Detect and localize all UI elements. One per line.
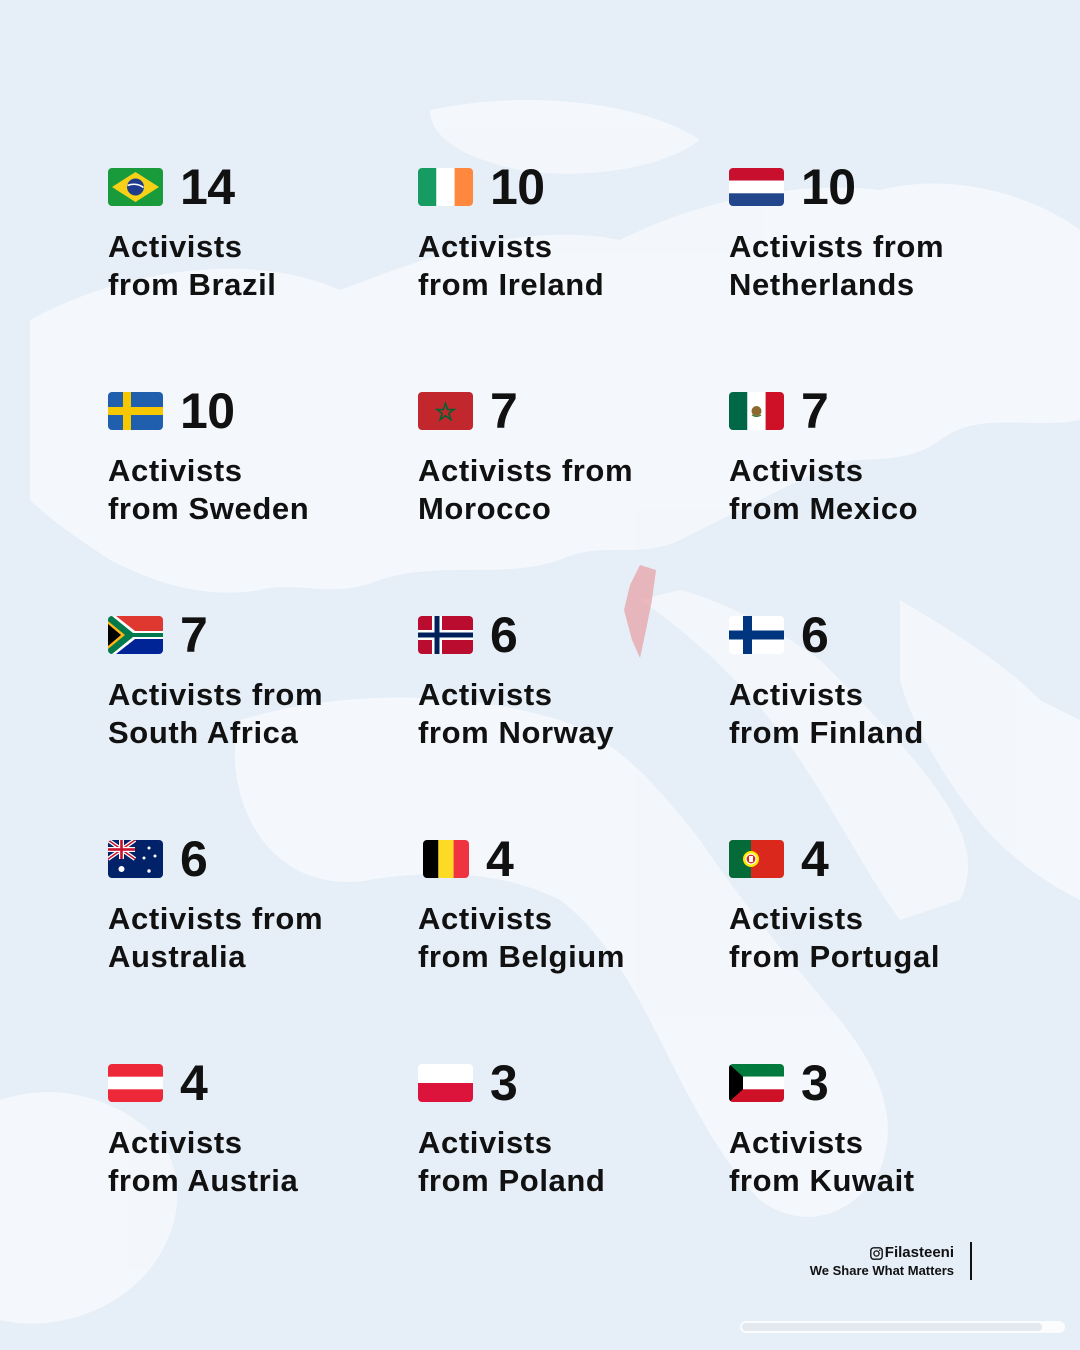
brand-tagline: We Share What Matters — [809, 1263, 954, 1278]
austria-flag-icon — [108, 1064, 163, 1102]
finland-flag-icon — [729, 616, 784, 654]
country-card-austria: 4 Activists from Austria — [108, 1056, 418, 1280]
country-card-portugal: 4 Activists from Portugal — [729, 832, 1008, 1056]
brand-divider — [970, 1242, 972, 1280]
activist-count: 6 — [490, 607, 518, 663]
country-label: Activists from Brazil — [108, 229, 277, 302]
brand-signature: Filasteeni We Share What Matters — [810, 1244, 954, 1280]
country-label: Activists from Sweden — [108, 453, 310, 526]
country-card-netherlands: 10 Activists from Netherlands — [729, 160, 1008, 384]
norway-flag-icon — [418, 616, 473, 654]
country-card-poland: 3 Activists from Poland — [418, 1056, 729, 1280]
netherlands-flag-icon — [729, 168, 784, 206]
country-card-belgium: 4 Activists from Belgium — [418, 832, 729, 1056]
country-card-south-africa: 7 Activists from South Africa — [108, 608, 418, 832]
country-label: Activists from Mexico — [729, 453, 919, 526]
activist-count: 10 — [180, 383, 235, 439]
activist-count: 4 — [801, 831, 829, 887]
morocco-flag-icon — [418, 392, 473, 430]
country-card-australia: 6 Activists from Australia — [108, 832, 418, 1056]
country-label: Activists from Norway — [418, 677, 615, 750]
mexico-flag-icon — [729, 392, 784, 430]
activist-count: 4 — [486, 831, 514, 887]
brand-handle-row: Filasteeni — [810, 1244, 954, 1262]
country-card-norway: 6 Activists from Norway — [418, 608, 729, 832]
brazil-flag-icon — [108, 168, 163, 206]
country-card-morocco: 7 Activists from Morocco — [418, 384, 729, 608]
scrollbar-track[interactable] — [740, 1318, 1065, 1336]
activist-count: 3 — [801, 1055, 829, 1111]
portugal-flag-icon — [729, 840, 784, 878]
activist-count: 6 — [801, 607, 829, 663]
belgium-flag-icon — [423, 840, 469, 878]
country-card-ireland: 10 Activists from Ireland — [418, 160, 729, 384]
country-card-finland: 6 Activists from Finland — [729, 608, 1008, 832]
poland-flag-icon — [418, 1064, 473, 1102]
brand-handle: Filasteeni — [884, 1244, 954, 1261]
country-label: Activists from Austria — [108, 1125, 299, 1198]
country-label: Activists from Ireland — [418, 229, 605, 302]
kuwait-flag-icon — [729, 1064, 784, 1102]
activist-count: 7 — [490, 383, 518, 439]
australia-flag-icon — [108, 840, 163, 878]
activist-count: 4 — [180, 1055, 208, 1111]
south-africa-flag-icon — [108, 616, 163, 654]
activist-count: 6 — [180, 831, 208, 887]
sweden-flag-icon — [108, 392, 163, 430]
country-grid: 14 Activists from Brazil 10 Activists fr… — [108, 160, 1008, 1280]
activist-count: 10 — [490, 159, 545, 215]
activist-count: 7 — [801, 383, 829, 439]
activist-count: 3 — [490, 1055, 518, 1111]
country-card-sweden: 10 Activists from Sweden — [108, 384, 418, 608]
country-card-mexico: 7 Activists from Mexico — [729, 384, 1008, 608]
country-label: Activists from South Africa — [108, 677, 324, 750]
country-label: Activists from Poland — [418, 1125, 606, 1198]
activist-count: 14 — [180, 159, 235, 215]
country-label: Activists from Australia — [108, 901, 324, 974]
ireland-flag-icon — [418, 168, 473, 206]
country-card-kuwait: 3 Activists from Kuwait — [729, 1056, 1008, 1280]
activist-count: 7 — [180, 607, 208, 663]
country-label: Activists from Portugal — [729, 901, 941, 974]
country-label: Activists from Belgium — [418, 901, 625, 974]
activist-count: 10 — [801, 159, 856, 215]
country-label: Activists from Netherlands — [729, 229, 945, 302]
instagram-icon — [869, 1246, 883, 1260]
country-label: Activists from Finland — [729, 677, 924, 750]
country-label: Activists from Morocco — [418, 453, 634, 526]
country-label: Activists from Kuwait — [729, 1125, 915, 1198]
country-card-brazil: 14 Activists from Brazil — [108, 160, 418, 384]
